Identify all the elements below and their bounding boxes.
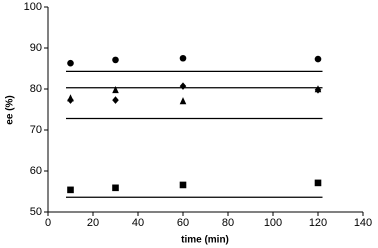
- y-tick-label: 100: [24, 1, 42, 13]
- x-tick-label: 20: [87, 217, 99, 229]
- y-tick-label: 70: [30, 124, 42, 136]
- y-tick-label: 90: [30, 42, 42, 54]
- point: [112, 96, 119, 104]
- y-axis-title: ee (%): [5, 95, 16, 124]
- x-tick-label: 120: [309, 217, 327, 229]
- x-axis-title: time (min): [181, 235, 229, 246]
- x-tick-label: 40: [132, 217, 144, 229]
- point: [314, 86, 322, 94]
- y-tick-label: 50: [30, 206, 42, 218]
- y-tick-label: 60: [30, 165, 42, 177]
- point: [179, 82, 187, 90]
- x-tick-label: 80: [222, 217, 234, 229]
- x-tick-label: 0: [45, 217, 51, 229]
- point: [112, 184, 119, 192]
- point: [314, 55, 322, 63]
- point: [112, 56, 119, 64]
- point: [67, 96, 74, 104]
- point: [179, 54, 187, 62]
- x-tick-label: 100: [264, 217, 282, 229]
- point: [314, 179, 322, 187]
- y-tick-label: 80: [30, 83, 42, 95]
- point: [67, 186, 74, 194]
- point: [112, 86, 119, 94]
- x-tick-label: 60: [177, 217, 189, 229]
- point: [67, 59, 74, 67]
- point: [179, 97, 187, 105]
- point: [179, 181, 187, 189]
- x-tick-label: 140: [354, 217, 372, 229]
